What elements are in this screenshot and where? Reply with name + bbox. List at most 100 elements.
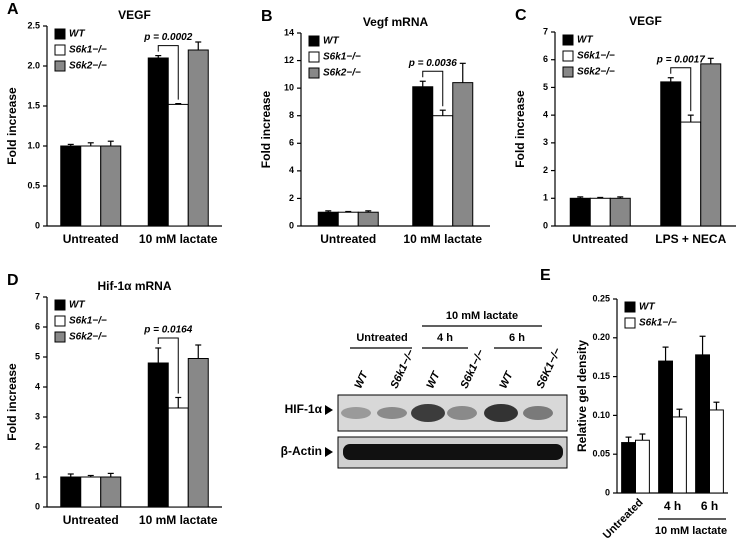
bar [100,145,122,227]
x-tick-label: 4 h [664,499,681,513]
y-tick-label: 5 [543,82,548,92]
bar [80,145,102,227]
band [523,406,553,420]
y-tick-label: 10 [284,83,294,93]
y-tick-label: 2 [543,165,548,175]
y-axis-label: Relative gel density [575,340,589,452]
lane-label: S6k1−/− [458,347,487,390]
bar [412,86,434,227]
y-tick-label: 1.0 [27,140,40,150]
legend-label: WT [323,36,339,47]
y-tick-label: 14 [284,27,294,37]
bar [609,197,631,227]
bar [100,476,122,508]
band [411,404,445,422]
x-tick-label: 10 mM lactate [139,232,218,246]
lane-label: S6k1−/− [388,347,417,390]
y-tick-label: 5 [35,351,40,361]
y-tick-label: 1 [543,193,548,203]
lane-label: WT [352,369,371,391]
y-tick-label: 2.0 [27,60,40,70]
y-tick-label: 3 [35,411,40,421]
panel-letter: E [540,267,551,284]
legend-label: S6k1−/− [69,45,107,56]
bar [589,197,611,227]
bar [147,362,169,508]
x-tick-label: Untreated [572,232,628,246]
panel-letter: C [515,7,527,24]
significance-bracket [670,67,692,112]
row-label: β-Actin [281,444,322,458]
bar [60,476,82,508]
panel-letter: A [7,1,19,18]
y-tick-label: 0.05 [592,449,610,459]
row-label: HIF-1α [285,402,323,416]
bar [709,409,724,494]
band [341,407,371,419]
legend-swatch [624,301,636,313]
x-group-label: 10 mM lactate [655,525,727,537]
arrowheads [325,405,333,457]
y-tick-label: 0.10 [592,410,610,420]
lane-label: WT [424,369,443,391]
x-tick-label: 6 h [701,499,718,513]
y-tick-label: 6 [289,138,294,148]
significance-bracket [157,337,179,394]
bar [167,103,189,227]
bar [621,442,636,494]
bar [660,81,682,227]
blot-image [325,394,568,469]
legend-label: S6k1−/− [639,318,677,329]
legend-swatch [54,315,66,327]
y-axis-label: Fold increase [5,87,19,165]
x-tick-label: Untreated [63,513,119,527]
y-tick-label: 0 [35,501,40,511]
legend-label: S6k1−/− [323,52,361,63]
y-tick-label: 12 [284,55,294,65]
legend-label: WT [577,35,593,46]
significance-bracket [157,45,179,100]
panel-letter: D [7,272,19,289]
band [447,406,477,420]
legend-label: WT [639,302,655,313]
x-tick-label: Untreated [63,232,119,246]
x-tick-label: 10 mM lactate [139,513,218,527]
y-tick-label: 3 [543,137,548,147]
y-tick-label: 2.5 [27,20,40,30]
group-label: 10 mM lactate [446,310,518,322]
annotation: p = 0.0002 [143,32,193,43]
y-tick-label: 2 [35,441,40,451]
x-tick-label: Untreated [320,232,376,246]
legend-label: WT [69,300,85,311]
y-tick-label: 0.25 [592,293,610,303]
legend-swatch [308,67,320,79]
y-tick-label: 6 [35,321,40,331]
bar [452,82,474,227]
legend-swatch [562,50,574,62]
legend-swatch [308,51,320,63]
bar [680,121,702,227]
legend-label: S6k2−/− [69,61,107,72]
legend-label: S6k2−/− [323,68,361,79]
y-tick-label: 0 [543,220,548,230]
bar [432,115,454,227]
legend-swatch [308,35,320,47]
annotation: p = 0.0164 [143,325,193,336]
legend-swatch [54,28,66,40]
band [377,407,407,419]
y-tick-label: 8 [289,110,294,120]
bar [635,439,650,494]
condition-label: Untreated [356,332,407,344]
legend-swatch [624,317,636,329]
y-tick-label: 4 [543,110,548,120]
legend-label: S6k1−/− [577,51,615,62]
bar [80,476,102,508]
bar [167,407,189,508]
bar [569,197,591,227]
y-axis-label: Fold increase [513,90,527,168]
lane-label: WT [497,369,516,391]
bar [658,360,673,494]
annotation: p = 0.0036 [408,58,458,69]
y-tick-label: 7 [35,291,40,301]
